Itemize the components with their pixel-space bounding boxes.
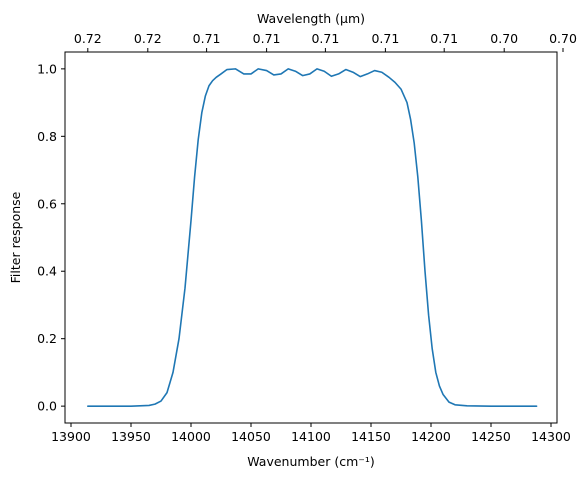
x-tick-label: 14250 (471, 429, 511, 444)
series-layer (87, 68, 538, 407)
bottom-x-axis: 13900 13950 14000 14050 14100 14150 14200 14250… (51, 423, 571, 444)
top-tick-label: 0.72 (134, 31, 162, 46)
y-axis: 0.0 0.2 0.4 0.6 0.8 1.0 (37, 61, 65, 414)
series-line-0 (87, 68, 538, 407)
x-tick-label: 13900 (51, 429, 91, 444)
top-x-axis: 0.720.720.710.710.710.710.710.700.700.70 (74, 31, 577, 52)
x-tick-label: 14300 (531, 429, 571, 444)
y-tick-label: 0.2 (37, 331, 57, 346)
x-tick-label: 14150 (351, 429, 391, 444)
y-tick-label: 0.0 (37, 399, 57, 414)
top-tick-label: 0.71 (193, 31, 221, 46)
top-tick-label: 0.71 (311, 31, 339, 46)
top-tick-label: 0.72 (74, 31, 102, 46)
y-tick-label: 0.4 (37, 264, 57, 279)
y-axis-label: Filter response (8, 191, 23, 283)
x-tick-label: 14000 (171, 429, 211, 444)
top-tick-label: 0.71 (253, 31, 281, 46)
y-tick-label: 1.0 (37, 61, 57, 76)
top-tick-label: 0.70 (549, 31, 577, 46)
x-axis-top-label: Wavelength (μm) (257, 11, 365, 26)
x-tick-label: 14200 (411, 429, 451, 444)
top-tick-label: 0.70 (490, 31, 518, 46)
plot-area-background (65, 52, 557, 423)
x-tick-label: 14050 (231, 429, 271, 444)
x-axis-bottom-label: Wavenumber (cm⁻¹) (247, 454, 374, 469)
y-tick-label: 0.8 (37, 129, 57, 144)
top-tick-label: 0.71 (430, 31, 458, 46)
y-tick-label: 0.6 (37, 196, 57, 211)
top-tick-label: 0.71 (371, 31, 399, 46)
x-tick-label: 13950 (111, 429, 151, 444)
x-tick-label: 14100 (291, 429, 331, 444)
